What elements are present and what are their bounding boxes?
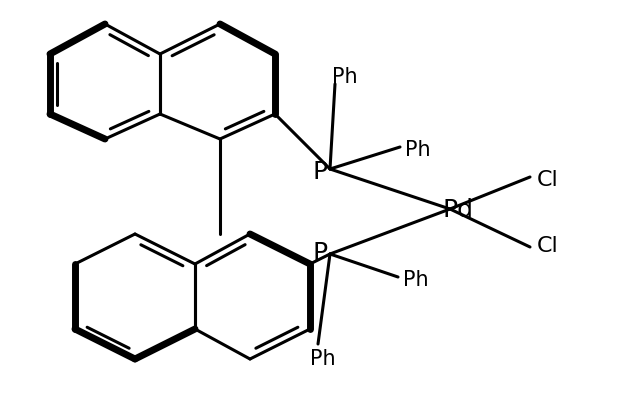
Text: Cl: Cl xyxy=(537,170,559,189)
Text: Cl: Cl xyxy=(537,236,559,255)
Text: P: P xyxy=(312,240,328,264)
Text: Ph: Ph xyxy=(405,139,431,160)
Text: Pd: Pd xyxy=(442,198,474,221)
Text: Ph: Ph xyxy=(310,348,336,368)
Text: Ph: Ph xyxy=(403,270,429,289)
Text: P: P xyxy=(312,160,328,184)
Text: Ph: Ph xyxy=(332,67,358,87)
